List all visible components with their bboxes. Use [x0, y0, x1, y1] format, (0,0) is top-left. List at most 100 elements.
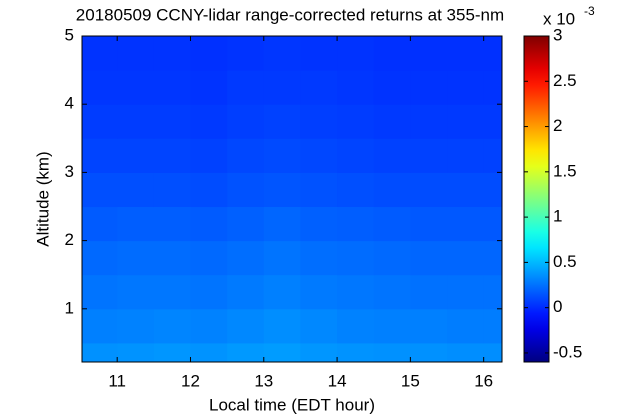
heatmap-cell: [263, 36, 301, 71]
heatmap-cell: [300, 104, 338, 139]
heatmap-cell: [483, 240, 502, 276]
heatmap-cell: [190, 104, 228, 139]
y-tick-label: 2: [65, 230, 74, 249]
heatmap-cell: [447, 172, 485, 208]
heatmap-cell: [190, 240, 228, 276]
heatmap-cell: [483, 342, 502, 362]
heatmap-cell: [300, 206, 338, 242]
heatmap-cell: [117, 172, 155, 208]
heatmap-cell: [373, 342, 411, 362]
heatmap-cell: [373, 240, 411, 276]
heatmap-cell: [227, 206, 265, 242]
heatmap-cell: [117, 274, 155, 310]
colorbar-tick-label: 0.5: [553, 252, 577, 271]
heatmap-cell: [337, 240, 375, 276]
heatmap-cell: [447, 274, 485, 310]
heatmap-cell: [337, 70, 375, 105]
x-tick-label: 15: [401, 371, 420, 390]
heatmap-cell: [227, 36, 265, 71]
heatmap-cell: [447, 342, 485, 362]
heatmap-cell: [447, 206, 485, 242]
heatmap-cell: [227, 308, 265, 344]
colorbar-multiplier: x 10: [543, 9, 575, 28]
heatmap-cell: [300, 274, 338, 310]
x-tick-label: 12: [181, 371, 200, 390]
heatmap-cell: [263, 274, 301, 310]
colorbar: [523, 35, 550, 363]
colorbar-tick-label: 1.5: [553, 161, 577, 180]
heatmap-cell: [190, 36, 228, 71]
colorbar-tick-label: 3: [553, 25, 562, 44]
heatmap-cell: [227, 342, 265, 362]
heatmap-cell: [82, 104, 118, 139]
heatmap-cell: [153, 342, 191, 362]
heatmap-cell: [337, 36, 375, 71]
heatmap-cell: [190, 342, 228, 362]
heatmap-cell: [483, 274, 502, 310]
heatmap-cell: [227, 172, 265, 208]
heatmap-cell: [263, 138, 301, 173]
colorbar-tick-label: 2.5: [553, 71, 577, 90]
heatmap-cell: [337, 138, 375, 173]
heatmap-cell: [483, 308, 502, 344]
heatmap: [82, 36, 502, 362]
heatmap-cell: [117, 342, 155, 362]
heatmap-cell: [153, 172, 191, 208]
heatmap-cell: [227, 138, 265, 173]
heatmap-cell: [410, 172, 448, 208]
heatmap-cell: [117, 104, 155, 139]
heatmap-cell: [373, 308, 411, 344]
heatmap-cell: [410, 308, 448, 344]
heatmap-cell: [82, 342, 118, 362]
heatmap-cell: [227, 240, 265, 276]
heatmap-cell: [447, 308, 485, 344]
heatmap-cell: [263, 70, 301, 105]
heatmap-cell: [300, 36, 338, 71]
heatmap-cell: [447, 240, 485, 276]
heatmap-cell: [373, 138, 411, 173]
heatmap-cell: [117, 240, 155, 276]
colorbar-tick-label: 0: [553, 297, 562, 316]
heatmap-cell: [82, 70, 118, 105]
heatmap-cell: [373, 206, 411, 242]
heatmap-cell: [153, 36, 191, 71]
heatmap-cell: [300, 138, 338, 173]
heatmap-cell: [117, 138, 155, 173]
heatmap-cell: [483, 138, 502, 173]
heatmap-cell: [410, 206, 448, 242]
heatmap-cell: [190, 70, 228, 105]
heatmap-cell: [190, 274, 228, 310]
heatmap-cell: [447, 138, 485, 173]
heatmap-cell: [82, 138, 118, 173]
heatmap-cell: [337, 342, 375, 362]
heatmap-cell: [410, 36, 448, 71]
x-tick-label: 11: [108, 371, 126, 390]
heatmap-cell: [82, 36, 118, 71]
heatmap-cell: [117, 36, 155, 71]
heatmap-cell: [263, 240, 301, 276]
heatmap-cell: [483, 172, 502, 208]
heatmap-cell: [82, 274, 118, 310]
heatmap-cell: [337, 274, 375, 310]
heatmap-cell: [300, 240, 338, 276]
heatmap-cell: [82, 308, 118, 344]
heatmap-cell: [82, 240, 118, 276]
heatmap-cell: [337, 308, 375, 344]
y-tick-label: 5: [65, 25, 74, 44]
heatmap-cell: [373, 70, 411, 105]
heatmap-cell: [410, 274, 448, 310]
heatmap-cell: [447, 36, 485, 71]
heatmap-cell: [337, 172, 375, 208]
heatmap-cell: [263, 104, 301, 139]
heatmap-cell: [153, 104, 191, 139]
colorbar-exponent: -3: [584, 4, 595, 18]
heatmap-cell: [483, 206, 502, 242]
heatmap-cell: [373, 274, 411, 310]
heatmap-cell: [483, 36, 502, 71]
heatmap-cell: [117, 70, 155, 105]
colorbar-tick-label: 1: [553, 207, 562, 226]
heatmap-cell: [190, 138, 228, 173]
heatmap-cell: [263, 172, 301, 208]
heatmap-cell: [153, 70, 191, 105]
